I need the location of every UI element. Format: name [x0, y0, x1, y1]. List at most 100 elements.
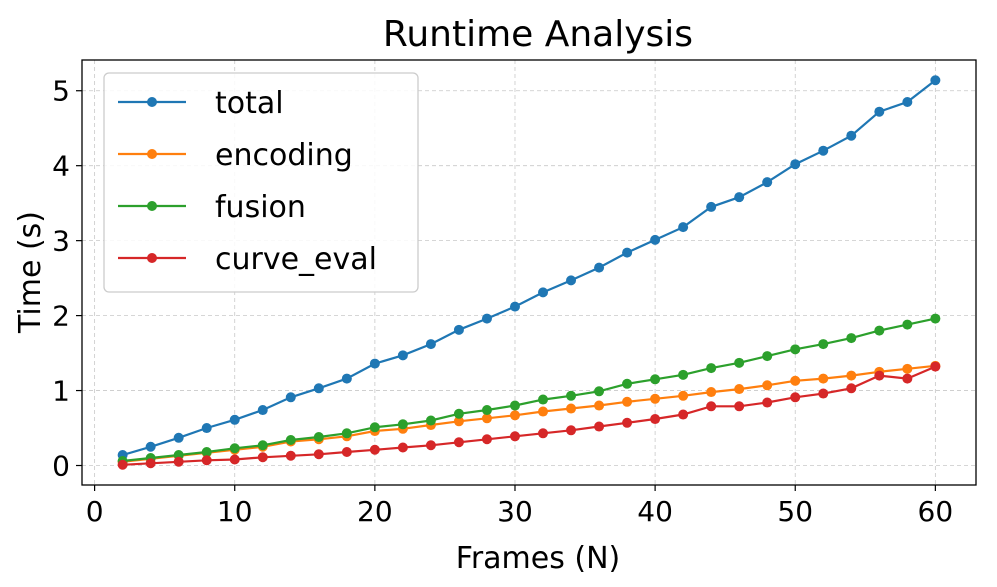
data-point-total	[622, 247, 633, 258]
data-point-curve-eval	[145, 458, 156, 469]
y-tick-label: 4	[52, 150, 70, 183]
axis-ticks: 0 10 20 30 40 50 60 0 1 2 3 4 5	[52, 75, 953, 528]
legend-label-curve-eval: curve_eval	[215, 242, 377, 277]
data-point-total	[678, 222, 689, 233]
data-point-fusion	[790, 344, 801, 355]
data-point-fusion	[397, 419, 408, 430]
data-point-total	[790, 159, 801, 170]
data-point-total	[706, 201, 717, 212]
data-point-total	[173, 432, 184, 443]
data-point-fusion	[874, 325, 885, 336]
data-point-encoding	[453, 416, 464, 427]
data-point-curve-eval	[706, 401, 717, 412]
data-point-curve-eval	[397, 442, 408, 453]
data-point-total	[341, 373, 352, 384]
legend: total encoding fusion curve_eval	[103, 72, 419, 293]
data-point-encoding	[734, 384, 745, 395]
data-point-curve-eval	[650, 414, 661, 425]
data-point-encoding	[846, 370, 857, 381]
data-point-fusion	[257, 440, 268, 451]
data-point-curve-eval	[173, 456, 184, 467]
data-point-curve-eval	[846, 383, 857, 394]
data-point-curve-eval	[425, 440, 436, 451]
data-point-total	[453, 324, 464, 335]
x-tick-label: 0	[86, 495, 104, 528]
data-point-fusion	[425, 415, 436, 426]
data-point-curve-eval	[313, 449, 324, 460]
data-point-fusion	[930, 313, 941, 324]
data-point-total	[257, 405, 268, 416]
data-point-total	[145, 441, 156, 452]
data-point-curve-eval	[818, 388, 829, 399]
x-tick-label: 50	[777, 495, 813, 528]
data-point-encoding	[566, 403, 577, 414]
data-point-fusion	[369, 422, 380, 433]
data-point-curve-eval	[257, 452, 268, 463]
data-point-total	[902, 96, 913, 107]
x-tick-label: 40	[637, 495, 673, 528]
y-axis-label: Time (s)	[13, 211, 48, 334]
data-point-total	[594, 262, 605, 273]
data-point-total	[369, 358, 380, 369]
data-point-fusion	[481, 405, 492, 416]
data-point-encoding	[790, 375, 801, 386]
data-point-curve-eval	[538, 428, 549, 439]
data-point-total	[566, 275, 577, 286]
data-point-total	[734, 192, 745, 203]
y-tick-label: 5	[52, 75, 70, 108]
data-point-curve-eval	[762, 397, 773, 408]
y-tick-label: 1	[52, 375, 70, 408]
data-point-total	[874, 106, 885, 117]
data-point-encoding	[902, 363, 913, 374]
plot-frame	[81, 59, 977, 486]
legend-label-total: total	[215, 86, 284, 121]
data-point-curve-eval	[566, 425, 577, 436]
data-point-curve-eval	[594, 421, 605, 432]
legend-marker-fusion	[147, 201, 157, 211]
data-point-total	[930, 75, 941, 86]
data-point-fusion	[538, 394, 549, 405]
data-point-fusion	[818, 339, 829, 350]
data-point-fusion	[566, 390, 577, 401]
data-point-encoding	[538, 406, 549, 417]
data-point-encoding	[509, 410, 520, 421]
x-tick-label: 10	[217, 495, 253, 528]
data-point-encoding	[594, 400, 605, 411]
legend-label-fusion: fusion	[215, 190, 306, 225]
data-point-curve-eval	[285, 450, 296, 461]
data-point-curve-eval	[481, 434, 492, 445]
x-tick-label: 30	[497, 495, 533, 528]
data-point-encoding	[650, 393, 661, 404]
data-point-encoding	[622, 396, 633, 407]
data-point-total	[481, 313, 492, 324]
data-point-total	[425, 339, 436, 350]
x-tick-label: 60	[918, 495, 954, 528]
data-point-fusion	[341, 428, 352, 439]
data-point-total	[762, 177, 773, 188]
y-tick-label: 0	[52, 450, 70, 483]
data-point-fusion	[762, 351, 773, 362]
data-point-curve-eval	[509, 431, 520, 442]
y-tick-label: 2	[52, 300, 70, 333]
data-point-fusion	[622, 378, 633, 389]
data-point-fusion	[229, 443, 240, 454]
data-point-fusion	[313, 432, 324, 443]
data-point-curve-eval	[453, 437, 464, 448]
data-point-total	[509, 301, 520, 312]
data-point-curve-eval	[229, 454, 240, 465]
x-axis-label: Frames (N)	[456, 541, 621, 576]
data-point-encoding	[818, 373, 829, 384]
legend-marker-curve-eval	[147, 253, 157, 263]
data-point-total	[285, 392, 296, 403]
data-point-fusion	[201, 447, 212, 458]
data-point-fusion	[734, 357, 745, 368]
data-point-total	[846, 130, 857, 141]
data-point-fusion	[846, 333, 857, 344]
data-point-curve-eval	[622, 417, 633, 428]
data-point-curve-eval	[734, 401, 745, 412]
data-point-fusion	[678, 369, 689, 380]
data-point-total	[201, 423, 212, 434]
y-tick-label: 3	[52, 225, 70, 258]
data-point-encoding	[762, 380, 773, 391]
